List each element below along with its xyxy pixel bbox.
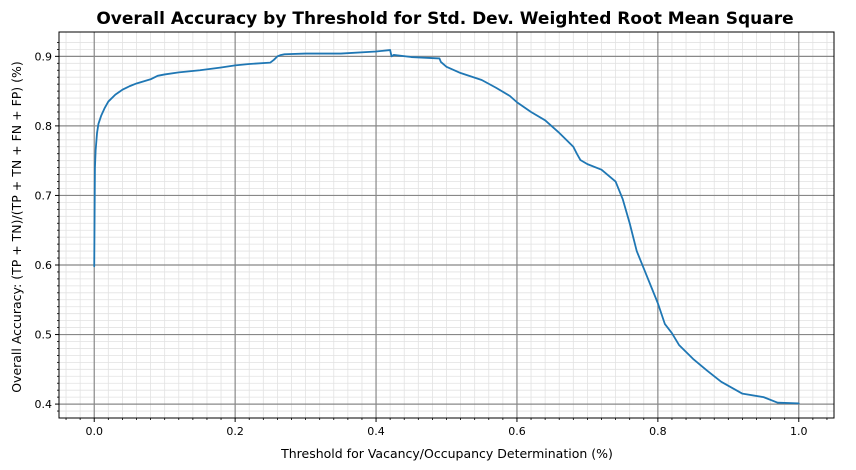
x-tick-label: 0.4 (367, 425, 385, 438)
y-tick-label: 0.7 (35, 189, 53, 202)
x-tick-label: 0.0 (85, 425, 103, 438)
major-grid (59, 32, 834, 418)
accuracy-series-line (93, 49, 800, 405)
tick-marks (55, 42, 828, 422)
plot-frame (58, 31, 835, 419)
y-axis-label: Overall Accuracy: (TP + TN)/(TP + TN + F… (9, 61, 24, 393)
chart-title: Overall Accuracy by Threshold for Std. D… (96, 9, 793, 29)
y-tick-label: 0.4 (35, 398, 53, 411)
x-tick-label: 0.6 (508, 425, 526, 438)
series-layer (93, 49, 800, 405)
y-tick-label: 0.8 (35, 120, 53, 133)
x-axis-label: Threshold for Vacancy/Occupancy Determin… (280, 446, 613, 461)
y-tick-label: 0.9 (35, 50, 53, 63)
tick-labels: 0.0 0.2 0.4 0.6 0.8 1.0 0.4 0.5 0.6 0.7 0.8 0.9 (35, 50, 808, 438)
minor-grid (59, 32, 834, 418)
x-tick-label: 0.2 (226, 425, 244, 438)
x-tick-label: 0.8 (649, 425, 667, 438)
y-tick-label: 0.6 (35, 259, 53, 272)
x-tick-label: 1.0 (790, 425, 808, 438)
y-tick-label: 0.5 (35, 329, 53, 342)
